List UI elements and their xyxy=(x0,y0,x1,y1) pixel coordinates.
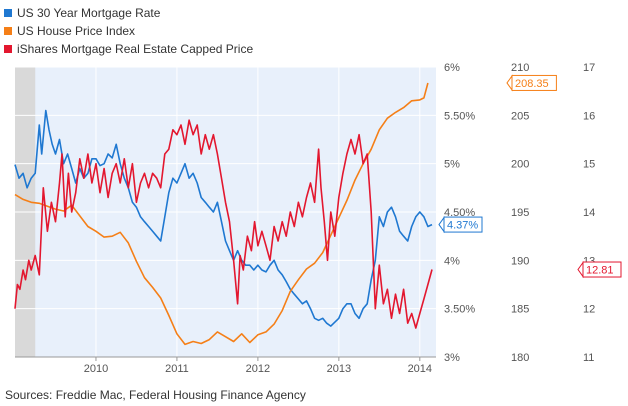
y-tick-label-rate: 4% xyxy=(444,255,460,267)
y-tick-label-rate: 5% xyxy=(444,159,460,171)
legend-swatch-mortgage-rate xyxy=(4,9,12,17)
y-tick-label-hpi: 180 xyxy=(511,352,529,364)
y-tick-label-rate: 5.50% xyxy=(444,110,475,122)
callout-box xyxy=(511,74,557,91)
series-line-rate xyxy=(14,109,433,327)
y-tick-label-price: 12 xyxy=(583,304,595,316)
x-tick-label: 2012 xyxy=(246,363,270,375)
y-tick-label-hpi: 210 xyxy=(511,62,529,74)
y-tick-label-hpi: 185 xyxy=(511,304,529,316)
y-tick-label-rate: 6% xyxy=(444,62,460,74)
y-tick-label-rate: 3.50% xyxy=(444,304,475,316)
x-tick-label: 2010 xyxy=(84,363,108,375)
last-value-callout-price: 12.81 xyxy=(577,260,622,279)
y-tick-label-price: 16 xyxy=(583,110,595,122)
legend-swatch-house-price-index xyxy=(4,27,12,35)
y-tick-label-price: 11 xyxy=(583,352,594,364)
y-tick-label-rate: 4.50% xyxy=(444,207,475,219)
callout-box xyxy=(443,216,483,233)
y-tick-label-hpi: 200 xyxy=(511,159,529,171)
last-value-label-rate: 4.37% xyxy=(447,220,478,232)
callout-pointer xyxy=(577,260,584,279)
last-value-label-price: 12.81 xyxy=(586,265,614,277)
series-line-price xyxy=(14,119,433,329)
y-tick-label-rate: 3% xyxy=(444,352,460,364)
legend-label-ishares-price: iShares Mortgage Real Estate Capped Pric… xyxy=(17,42,254,56)
y-tick-label-price: 15 xyxy=(583,159,595,171)
callout-pointer xyxy=(438,216,445,234)
legend-item-ishares-price[interactable]: iShares Mortgage Real Estate Capped Pric… xyxy=(4,40,253,58)
y-tick-label-price: 17 xyxy=(583,62,595,74)
x-tick-label: 2014 xyxy=(408,363,432,375)
source-note: Sources: Freddie Mac, Federal Housing Fi… xyxy=(5,388,306,402)
legend-item-mortgage-rate[interactable]: US 30 Year Mortgage Rate xyxy=(4,4,253,22)
legend-label-mortgage-rate: US 30 Year Mortgage Rate xyxy=(17,6,161,20)
callout-box xyxy=(582,261,622,278)
y-tick-label-hpi: 190 xyxy=(511,255,529,267)
y-tick-label-price: 14 xyxy=(583,207,595,219)
y-tick-label-hpi: 195 xyxy=(511,207,529,219)
callout-pointer xyxy=(506,74,513,92)
last-value-label-hpi: 208.35 xyxy=(515,78,549,90)
legend-label-house-price-index: US House Price Index xyxy=(17,24,136,38)
last-value-callout-rate: 4.37% xyxy=(438,216,483,234)
x-tick-label: 2013 xyxy=(327,363,351,375)
legend-swatch-ishares-price xyxy=(4,45,12,53)
legend: US 30 Year Mortgage Rate US House Price … xyxy=(4,4,253,58)
x-tick-label: 2011 xyxy=(165,363,189,375)
legend-item-house-price-index[interactable]: US House Price Index xyxy=(4,22,253,40)
last-value-callout-hpi: 208.35 xyxy=(506,74,557,92)
y-tick-label-hpi: 205 xyxy=(511,110,529,122)
